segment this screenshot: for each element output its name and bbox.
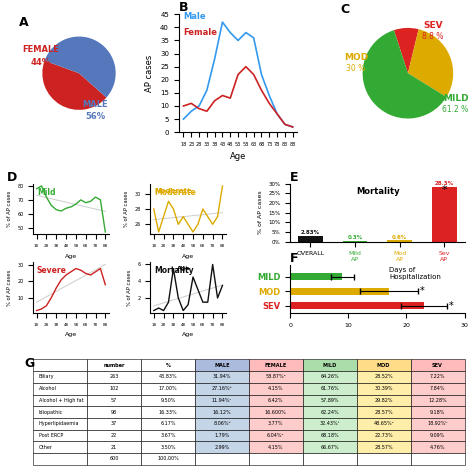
Text: Male: Male — [183, 12, 206, 21]
Text: MOD: MOD — [344, 53, 368, 62]
Text: 0.3%: 0.3% — [347, 236, 363, 240]
Text: B: B — [179, 1, 188, 14]
Text: G: G — [25, 356, 35, 370]
Text: FEMALE: FEMALE — [22, 45, 59, 54]
Wedge shape — [408, 29, 453, 97]
Text: C: C — [340, 3, 349, 16]
Bar — [432, 187, 456, 242]
Text: 30 %: 30 % — [346, 64, 365, 73]
X-axis label: Age: Age — [182, 254, 194, 259]
Text: Mortality: Mortality — [356, 187, 400, 195]
Text: Severe: Severe — [37, 266, 67, 275]
Text: 8.8 %: 8.8 % — [422, 33, 444, 42]
Y-axis label: % of AP cases: % of AP cases — [258, 191, 263, 235]
Bar — [290, 273, 342, 281]
Y-axis label: AP cases: AP cases — [146, 55, 155, 92]
Bar — [290, 288, 389, 295]
Text: Moderate: Moderate — [154, 188, 192, 194]
X-axis label: Age: Age — [230, 153, 246, 162]
Text: 44%: 44% — [30, 58, 51, 67]
Text: Moderate: Moderate — [154, 188, 196, 197]
Text: 28.3%: 28.3% — [435, 181, 454, 186]
Text: *: * — [441, 184, 447, 195]
Text: 0.6%: 0.6% — [392, 235, 407, 240]
Wedge shape — [42, 61, 107, 110]
Y-axis label: % of AP cases: % of AP cases — [124, 191, 129, 227]
Text: E: E — [290, 171, 299, 183]
Wedge shape — [45, 36, 116, 98]
Text: Mild: Mild — [37, 188, 55, 197]
Text: MALE: MALE — [82, 100, 109, 109]
Bar — [343, 241, 367, 242]
Bar — [298, 236, 323, 242]
Y-axis label: % of AP cases: % of AP cases — [7, 269, 12, 306]
Text: 61.2 %: 61.2 % — [442, 105, 469, 114]
Text: MILD: MILD — [443, 94, 468, 103]
Bar — [387, 240, 412, 242]
Text: SEV: SEV — [423, 21, 443, 30]
Text: A: A — [19, 17, 29, 29]
Text: 2.83%: 2.83% — [301, 230, 320, 236]
X-axis label: Age: Age — [65, 254, 77, 259]
Text: 56%: 56% — [85, 112, 106, 121]
Y-axis label: % of AP cases: % of AP cases — [127, 269, 132, 306]
X-axis label: Age: Age — [65, 332, 77, 337]
Wedge shape — [363, 30, 447, 118]
Text: *: * — [420, 286, 425, 296]
Text: Mortality: Mortality — [154, 266, 194, 275]
Text: Days of
Hospitalization: Days of Hospitalization — [389, 267, 441, 280]
Text: D: D — [7, 171, 17, 184]
Text: F: F — [290, 252, 299, 265]
Wedge shape — [394, 28, 419, 73]
Bar — [290, 302, 424, 309]
Text: Age: Age — [177, 266, 190, 271]
X-axis label: Age: Age — [182, 332, 194, 337]
Text: *: * — [449, 301, 454, 310]
Y-axis label: % of AP cases: % of AP cases — [7, 191, 12, 227]
Text: Female: Female — [183, 28, 218, 37]
